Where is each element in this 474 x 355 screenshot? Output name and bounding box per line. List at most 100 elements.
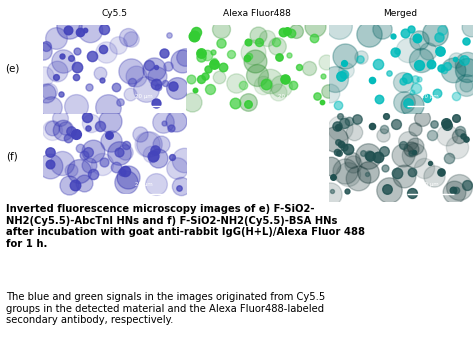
Point	[400, 173, 408, 179]
Point	[334, 103, 342, 108]
Point	[153, 64, 160, 70]
Point	[383, 186, 391, 192]
Point	[64, 135, 72, 141]
Point	[415, 38, 422, 43]
Point	[295, 64, 303, 70]
Point	[404, 138, 412, 144]
Point	[176, 185, 183, 191]
Point	[335, 150, 343, 156]
Point	[450, 189, 457, 195]
Point	[431, 30, 439, 36]
Point	[46, 88, 53, 94]
Point	[57, 92, 64, 97]
Point	[273, 43, 281, 49]
Point	[382, 165, 389, 171]
Point	[410, 143, 418, 149]
Point	[273, 39, 280, 45]
Point	[452, 56, 459, 61]
Point	[353, 116, 361, 121]
Point	[334, 139, 342, 144]
Point	[42, 90, 50, 96]
Text: 20 μm: 20 μm	[278, 181, 296, 186]
Point	[329, 174, 337, 180]
Point	[173, 85, 181, 91]
Point	[87, 120, 95, 126]
Point	[344, 146, 352, 152]
Text: (e): (e)	[5, 64, 19, 74]
Point	[76, 29, 83, 35]
Point	[52, 75, 60, 80]
Point	[89, 148, 96, 154]
Point	[255, 39, 263, 44]
Point	[232, 80, 239, 86]
Point	[218, 26, 225, 32]
Point	[428, 132, 436, 138]
Point	[399, 152, 407, 158]
Point	[68, 167, 75, 173]
Point	[215, 74, 222, 80]
Point	[99, 46, 107, 51]
Point	[75, 168, 83, 174]
Point	[122, 142, 130, 148]
Point	[72, 103, 80, 109]
Point	[128, 79, 136, 85]
Point	[152, 148, 159, 153]
Point	[100, 159, 108, 164]
Point	[374, 154, 382, 160]
Point	[449, 187, 456, 192]
Point	[319, 73, 327, 78]
Point	[82, 27, 89, 33]
Point	[71, 183, 79, 189]
Point	[368, 124, 376, 129]
Text: 20 μm: 20 μm	[278, 94, 296, 99]
Point	[167, 125, 174, 131]
Point	[366, 153, 374, 159]
Point	[252, 58, 259, 64]
Point	[327, 90, 334, 95]
Point	[64, 28, 72, 33]
Point	[147, 151, 155, 157]
Text: (f): (f)	[6, 152, 18, 162]
Point	[88, 53, 96, 59]
Point	[437, 169, 445, 174]
Point	[391, 49, 398, 55]
Point	[340, 60, 348, 66]
Point	[350, 129, 357, 135]
Point	[48, 125, 55, 131]
Point	[137, 131, 144, 137]
Point	[46, 161, 54, 167]
Point	[407, 26, 415, 31]
Point	[456, 133, 463, 139]
Point	[40, 73, 47, 78]
Point	[464, 61, 471, 66]
Point	[445, 155, 452, 160]
Point	[363, 171, 371, 177]
Point	[456, 185, 463, 190]
Point	[400, 142, 407, 148]
Point	[193, 29, 201, 35]
Point	[413, 35, 420, 40]
Point	[160, 121, 167, 126]
Point	[412, 85, 420, 91]
Text: Inverted fluorescence microscopy images of e) F-SiO2-
NH2(Cy5.5)-AbcTnI HNs and : Inverted fluorescence microscopy images …	[6, 204, 365, 249]
Point	[149, 153, 156, 159]
Point	[390, 33, 397, 39]
Point	[67, 128, 74, 134]
Point	[416, 62, 423, 68]
Point	[359, 151, 367, 156]
Point	[337, 141, 345, 147]
Point	[72, 74, 80, 80]
Point	[210, 61, 218, 66]
Point	[48, 127, 56, 133]
Point	[400, 80, 407, 85]
Point	[244, 102, 252, 107]
Point	[118, 169, 126, 175]
Point	[61, 125, 69, 131]
Point	[337, 113, 344, 119]
Point	[462, 39, 470, 44]
Point	[65, 182, 73, 187]
Point	[340, 121, 348, 126]
Point	[152, 100, 160, 106]
Point	[453, 187, 460, 193]
Point	[197, 55, 205, 60]
